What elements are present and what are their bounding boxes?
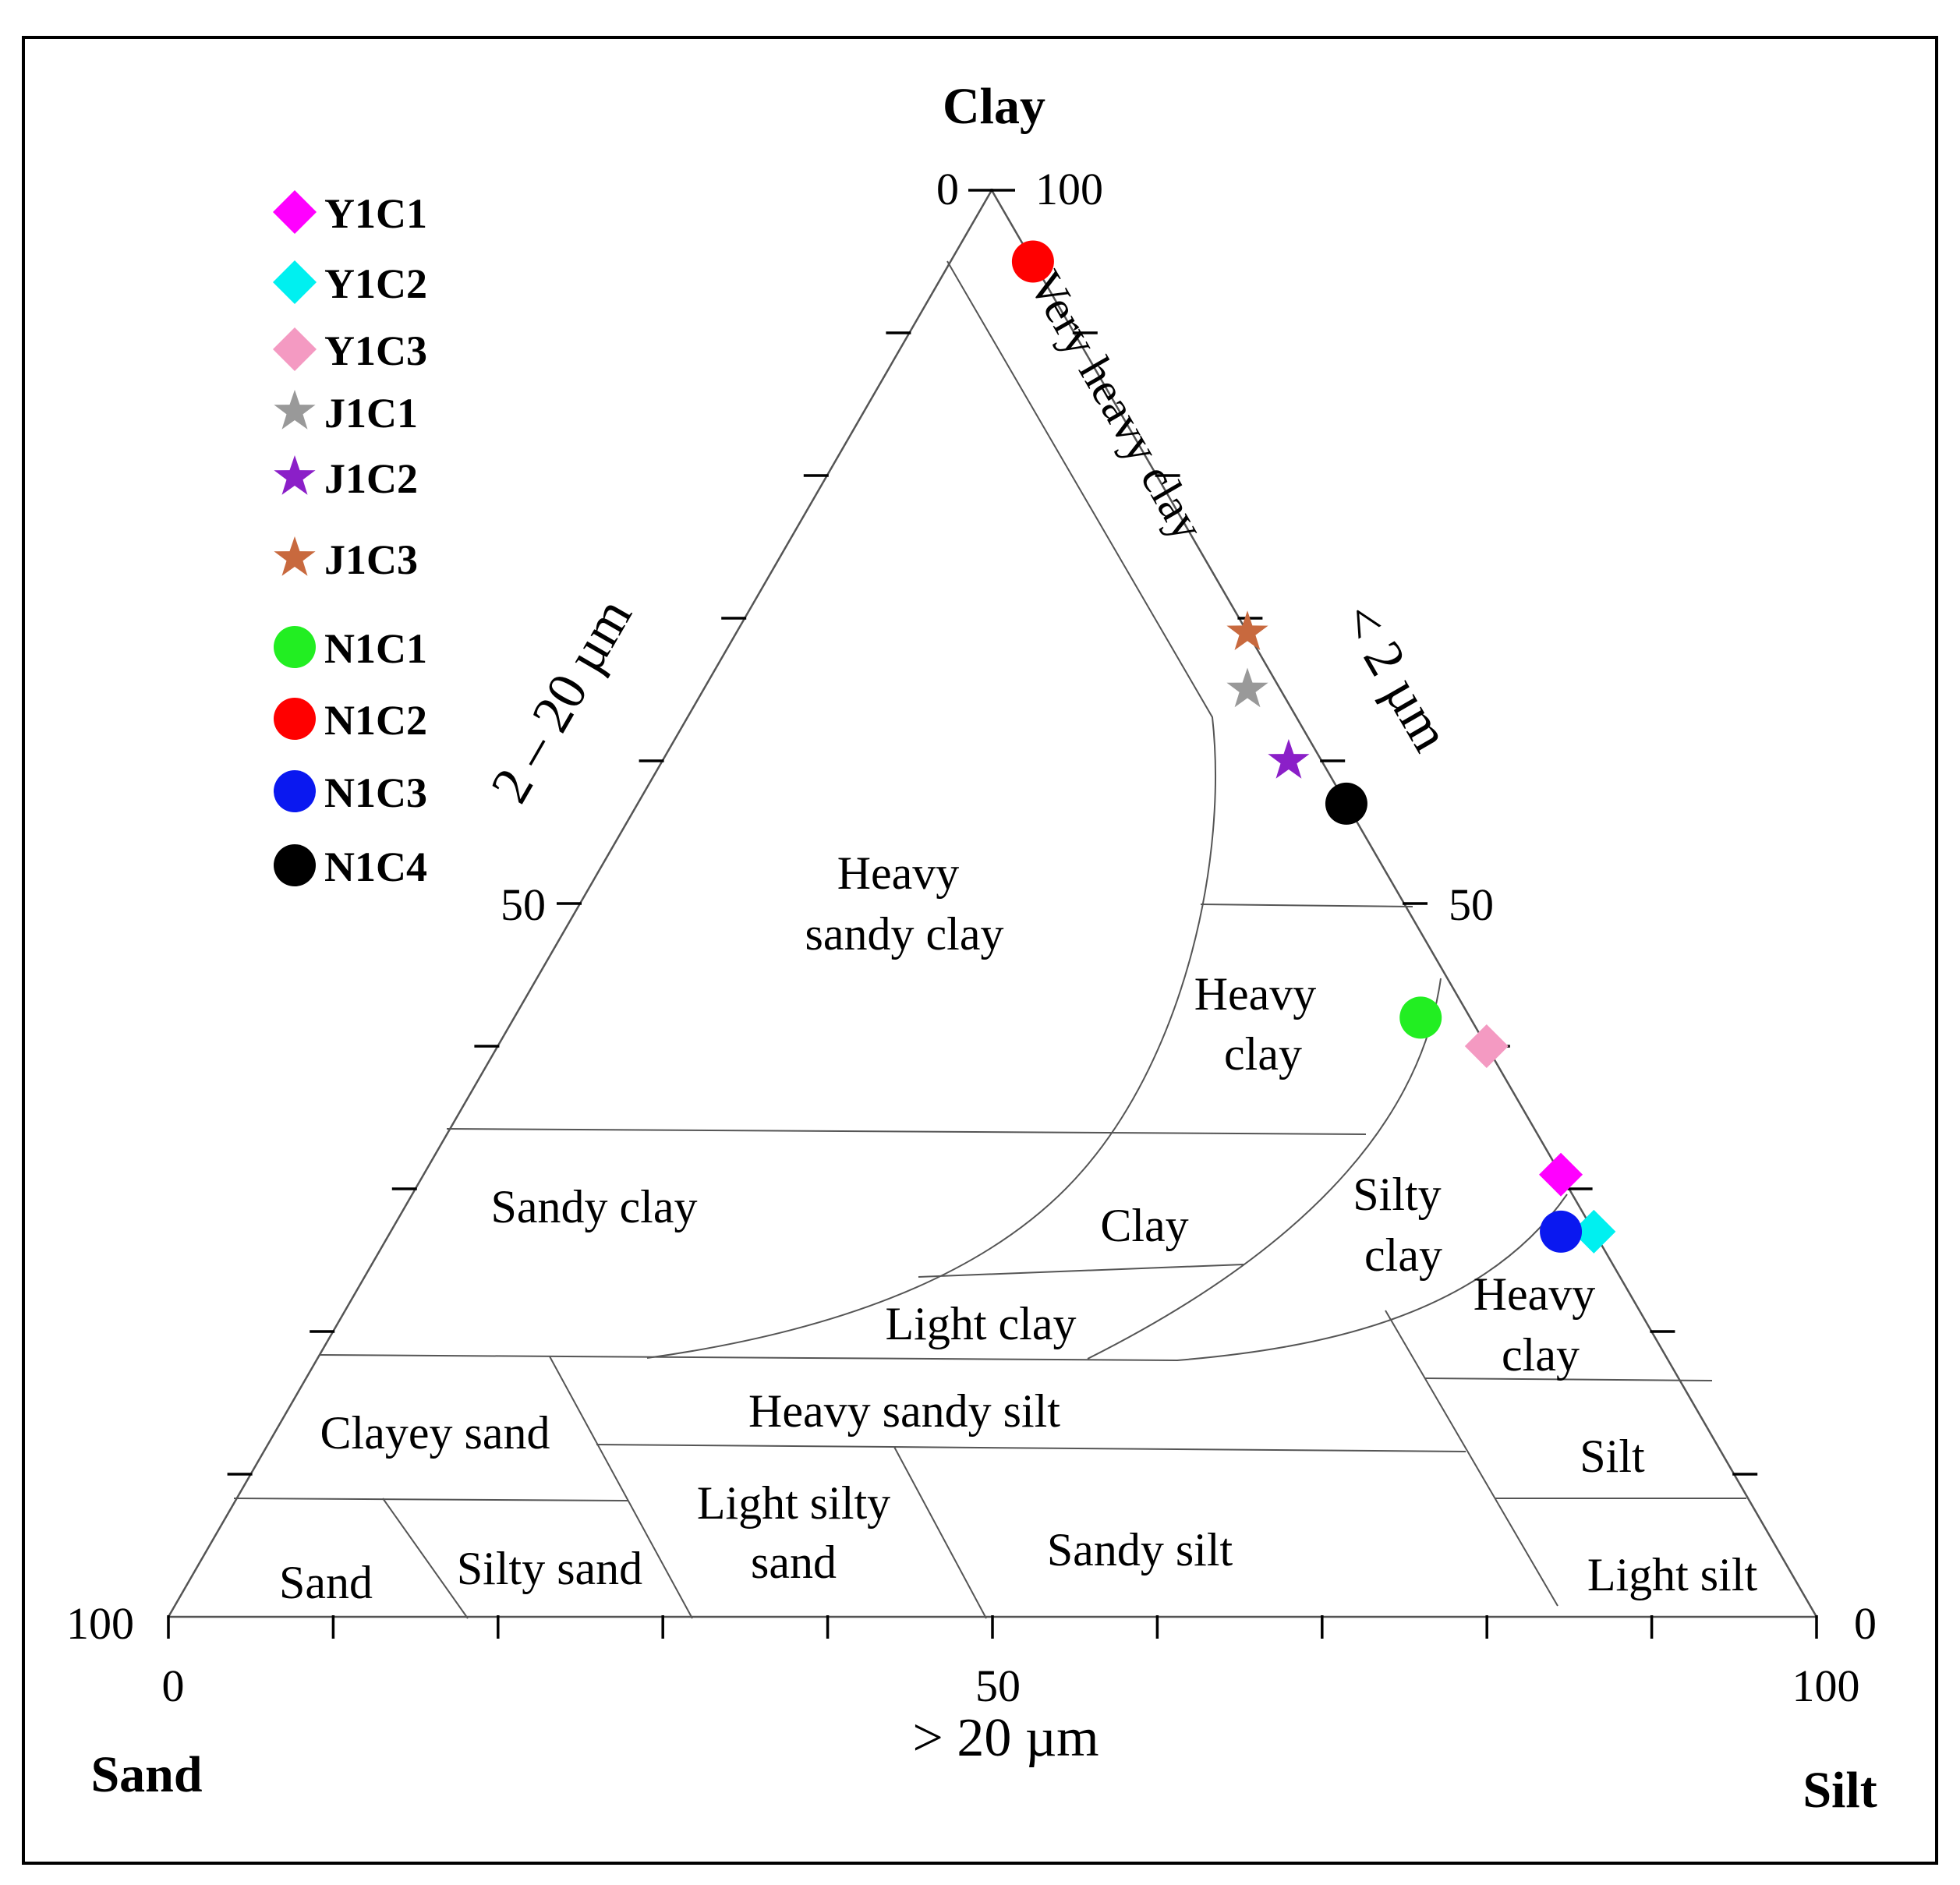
legend-marker-n1c2	[274, 698, 316, 740]
legend-label-n1c3: N1C3	[324, 769, 427, 816]
corner-label-sand: Sand	[90, 1746, 202, 1803]
corner-label-silt: Silt	[1803, 1762, 1877, 1819]
legend-label-n1c4: N1C4	[324, 843, 427, 890]
legend-marker-n1c3	[274, 770, 316, 812]
data-points	[1011, 240, 1616, 1254]
region-boundary-2	[446, 1128, 1367, 1135]
legend: Y1C1 Y1C2 Y1C3 J1C1 J1C2 J1C3 N1C1 N1C2 N1C3 N1C4	[273, 190, 427, 890]
region-label-silty-sand: Silty sand	[457, 1543, 642, 1594]
legend-marker-y1c3	[273, 327, 317, 371]
region-boundary-3	[918, 1264, 1244, 1278]
tick-label-right-0: 0	[1854, 1598, 1877, 1649]
region-label-silty-clay-1: Silty	[1353, 1169, 1441, 1220]
region-label-silt: Silt	[1580, 1431, 1645, 1482]
legend-label-n1c1: N1C1	[324, 625, 427, 672]
tick-label-bottom-100: 100	[1792, 1660, 1860, 1711]
region-boundary-7	[596, 1444, 1466, 1452]
tick-label-bottom-0: 0	[162, 1660, 185, 1711]
region-boundary-5	[319, 1194, 1568, 1362]
region-label-light-silty-sand-2: sand	[751, 1537, 837, 1588]
legend-marker-j1c1	[274, 390, 316, 430]
legend-label-j1c2: J1C2	[324, 455, 418, 502]
region-label-light-silty-sand-1: Light silty	[697, 1477, 890, 1529]
region-label-heavy-sandy-clay-2: sandy clay	[805, 908, 1004, 960]
data-point-n1c3	[1540, 1210, 1583, 1253]
region-boundary-0	[646, 260, 1216, 1359]
region-label-sand: Sand	[279, 1557, 373, 1608]
legend-marker-y1c2	[273, 260, 317, 304]
legend-marker-y1c1	[273, 190, 317, 234]
region-label-sandy-clay: Sandy clay	[491, 1181, 698, 1232]
tick-label-right-50: 50	[1449, 879, 1494, 930]
data-point-n1c1	[1399, 996, 1442, 1039]
axis-title-bottom: > 20 µm	[912, 1708, 1099, 1768]
region-boundary-9	[1385, 1310, 1558, 1607]
region-label-clay: Clay	[1100, 1200, 1188, 1251]
data-point-j1c1	[1226, 667, 1268, 708]
data-point-n1c4	[1325, 782, 1367, 825]
region-label-heavy-clay-upper-2: clay	[1224, 1028, 1302, 1080]
data-point-j1c2	[1268, 739, 1310, 779]
region-boundary-1	[1200, 904, 1413, 907]
region-boundary-13	[382, 1498, 469, 1619]
region-label-light-clay: Light clay	[886, 1298, 1077, 1349]
region-label-sandy-silt: Sandy silt	[1047, 1524, 1233, 1576]
legend-label-j1c1: J1C1	[324, 390, 418, 437]
region-label-light-silt: Light silt	[1587, 1549, 1758, 1600]
chart-frame	[22, 36, 1938, 1865]
region-label-clayey-sand: Clayey sand	[320, 1407, 550, 1459]
data-point-n1c2	[1011, 240, 1054, 283]
data-point-y1c1	[1539, 1152, 1583, 1197]
region-boundaries	[233, 260, 1746, 1619]
tick-label-left-0: 0	[936, 164, 959, 214]
region-boundary-10	[1424, 1378, 1713, 1381]
tick-label-left-50: 50	[501, 879, 546, 930]
tick-label-left-100: 100	[66, 1598, 134, 1649]
region-label-heavy-sandy-clay-1: Heavy	[837, 847, 960, 899]
legend-label-y1c3: Y1C3	[324, 327, 427, 374]
legend-label-y1c2: Y1C2	[324, 260, 427, 307]
legend-label-n1c2: N1C2	[324, 697, 427, 744]
legend-marker-n1c4	[274, 844, 316, 886]
data-point-y1c2	[1572, 1209, 1616, 1254]
data-point-y1c3	[1464, 1024, 1509, 1068]
data-point-j1c3	[1226, 610, 1268, 650]
legend-label-y1c1: Y1C1	[324, 190, 427, 237]
tick-label-right-100: 100	[1035, 164, 1103, 214]
legend-marker-j1c3	[274, 536, 316, 576]
region-label-heavy-clay-lower-1: Heavy	[1474, 1268, 1596, 1320]
tick-label-bottom-50: 50	[975, 1660, 1021, 1711]
region-boundary-6	[549, 1356, 693, 1619]
region-boundary-8	[893, 1446, 987, 1619]
legend-marker-n1c1	[274, 626, 316, 668]
corner-label-clay: Clay	[943, 78, 1045, 135]
region-label-heavy-clay-lower-2: clay	[1502, 1329, 1580, 1381]
region-label-heavy-sandy-silt: Heavy sandy silt	[748, 1385, 1060, 1437]
region-boundary-12	[233, 1498, 628, 1501]
legend-marker-j1c2	[274, 455, 316, 495]
region-label-silty-clay-2: clay	[1364, 1229, 1442, 1281]
legend-label-j1c3: J1C3	[324, 536, 418, 583]
region-label-heavy-clay-upper-1: Heavy	[1194, 968, 1317, 1020]
